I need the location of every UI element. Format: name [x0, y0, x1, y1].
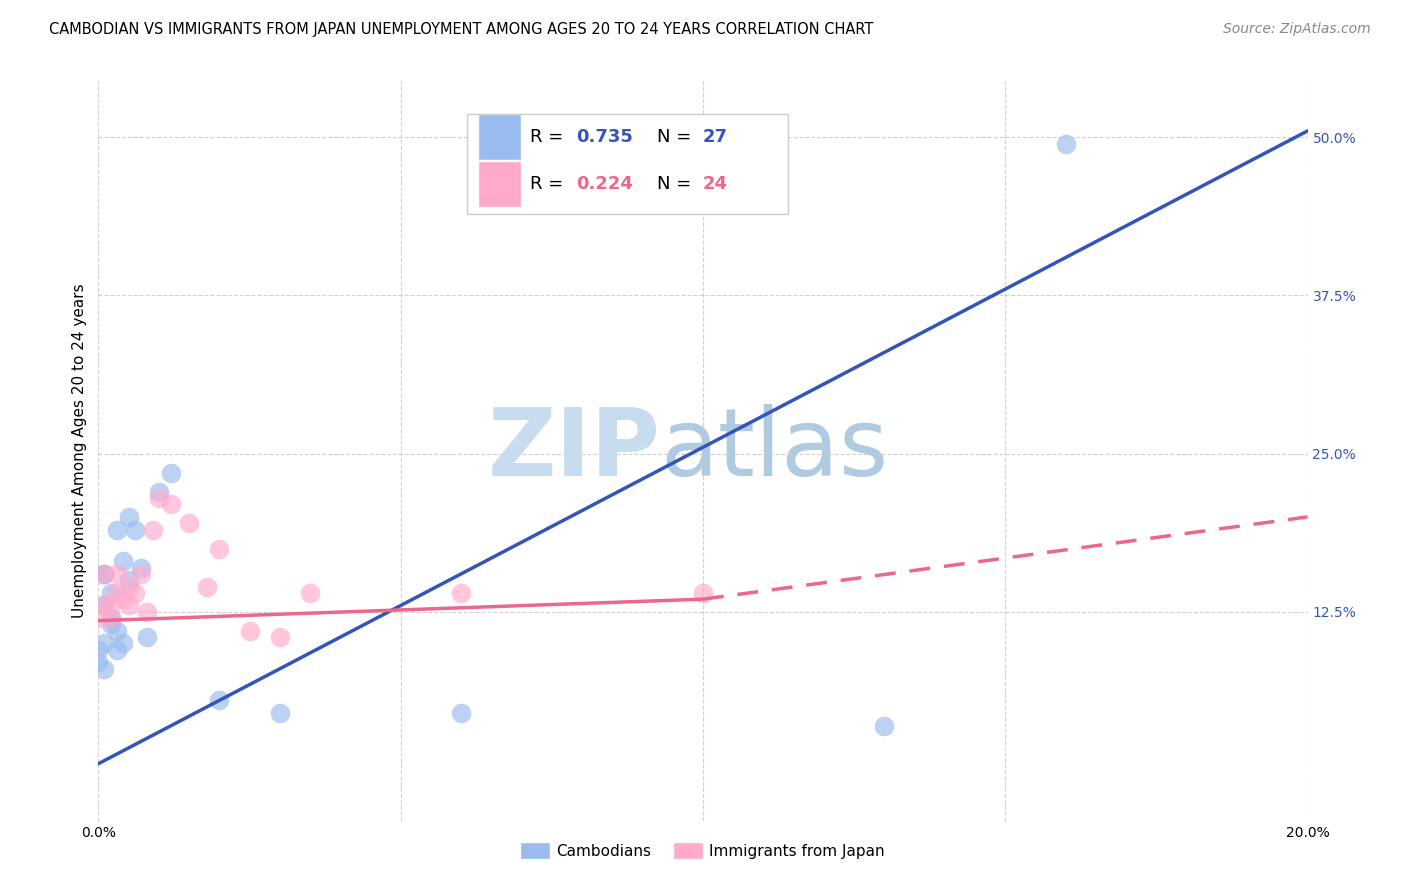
Point — [100, 586, 122, 600]
Text: 0.224: 0.224 — [576, 175, 633, 193]
Point — [105, 523, 128, 537]
Text: 24: 24 — [703, 175, 728, 193]
FancyBboxPatch shape — [479, 162, 520, 206]
Point — [118, 580, 141, 594]
Point — [105, 586, 128, 600]
Point — [269, 706, 291, 720]
Point — [105, 624, 128, 638]
Point — [142, 523, 165, 537]
Point — [148, 484, 170, 499]
Point — [87, 642, 110, 657]
Point — [93, 599, 115, 613]
Point — [195, 580, 218, 594]
Y-axis label: Unemployment Among Ages 20 to 24 years: Unemployment Among Ages 20 to 24 years — [72, 283, 87, 618]
Text: Source: ZipAtlas.com: Source: ZipAtlas.com — [1223, 22, 1371, 37]
Point — [129, 566, 152, 581]
Point — [111, 592, 134, 607]
Text: N =: N = — [657, 175, 697, 193]
Point — [87, 656, 110, 670]
Point — [93, 566, 115, 581]
Point — [160, 466, 183, 480]
Point — [93, 566, 115, 581]
Point — [208, 693, 231, 707]
Point — [129, 560, 152, 574]
Point — [93, 566, 115, 581]
Point — [118, 599, 141, 613]
Point — [124, 523, 146, 537]
FancyBboxPatch shape — [479, 115, 520, 159]
Text: N =: N = — [657, 128, 697, 146]
Point — [105, 642, 128, 657]
Point — [100, 611, 122, 625]
Point — [148, 491, 170, 505]
Legend: Cambodians, Immigrants from Japan: Cambodians, Immigrants from Japan — [515, 837, 891, 865]
Point — [208, 541, 231, 556]
FancyBboxPatch shape — [467, 113, 787, 213]
Point — [118, 509, 141, 524]
Point — [100, 611, 122, 625]
Point — [111, 554, 134, 568]
Point — [124, 586, 146, 600]
Text: R =: R = — [530, 175, 569, 193]
Point — [160, 497, 183, 511]
Point — [118, 573, 141, 587]
Point — [135, 630, 157, 644]
Point — [105, 566, 128, 581]
Point — [299, 586, 322, 600]
Text: ZIP: ZIP — [488, 404, 661, 497]
Text: CAMBODIAN VS IMMIGRANTS FROM JAPAN UNEMPLOYMENT AMONG AGES 20 TO 24 YEARS CORREL: CAMBODIAN VS IMMIGRANTS FROM JAPAN UNEMP… — [49, 22, 873, 37]
Point — [873, 719, 896, 733]
Point — [269, 630, 291, 644]
Point — [93, 636, 115, 650]
Point — [450, 706, 472, 720]
Point — [93, 599, 115, 613]
Point — [93, 662, 115, 676]
Point — [111, 636, 134, 650]
Text: R =: R = — [530, 128, 569, 146]
Point — [692, 586, 714, 600]
Point — [450, 586, 472, 600]
Point — [1054, 136, 1077, 151]
Text: 0.735: 0.735 — [576, 128, 633, 146]
Text: atlas: atlas — [661, 404, 889, 497]
Point — [179, 516, 201, 531]
Point — [87, 611, 110, 625]
Point — [239, 624, 262, 638]
Point — [100, 599, 122, 613]
Point — [100, 617, 122, 632]
Text: 27: 27 — [703, 128, 728, 146]
Point — [135, 605, 157, 619]
